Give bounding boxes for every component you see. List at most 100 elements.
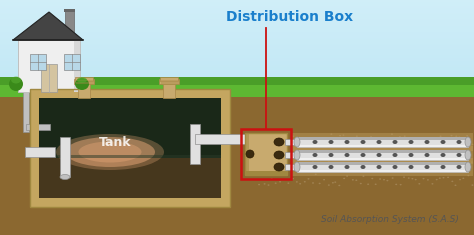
Ellipse shape [410, 176, 412, 178]
Bar [0, 22, 474, 23]
Bar [0, 190, 474, 191]
Ellipse shape [384, 139, 386, 140]
Ellipse shape [451, 162, 453, 164]
Bar [0, 127, 474, 128]
Bar [0, 136, 474, 137]
Ellipse shape [443, 164, 445, 165]
Bar [0, 130, 474, 131]
Ellipse shape [299, 142, 301, 144]
Bar [297, 137, 468, 147]
Ellipse shape [286, 161, 289, 163]
Text: Tank: Tank [99, 137, 131, 149]
Bar [0, 73, 474, 74]
Bar [0, 206, 474, 207]
Bar [0, 184, 474, 185]
Bar [0, 2, 474, 3]
Bar [65, 10, 74, 32]
Bar [0, 11, 474, 12]
Bar [0, 131, 474, 132]
Ellipse shape [462, 135, 465, 136]
Bar [76, 80, 94, 81]
Bar [0, 107, 474, 108]
Bar [163, 84, 175, 98]
Ellipse shape [268, 134, 270, 136]
Ellipse shape [347, 180, 349, 181]
Ellipse shape [274, 138, 284, 146]
Bar [0, 150, 474, 151]
Ellipse shape [388, 144, 390, 145]
Ellipse shape [400, 163, 402, 164]
Bar [0, 115, 474, 116]
Bar [0, 108, 474, 109]
Bar [0, 71, 474, 72]
Ellipse shape [361, 153, 365, 157]
Bar [161, 83, 179, 84]
Bar [0, 32, 474, 33]
Bar [0, 188, 474, 189]
Bar [0, 125, 474, 126]
Bar [0, 229, 474, 230]
Bar [0, 100, 474, 101]
Ellipse shape [351, 164, 353, 166]
Ellipse shape [292, 133, 294, 135]
Bar [0, 18, 474, 19]
Bar [0, 217, 474, 218]
Ellipse shape [274, 177, 277, 179]
Bar [0, 84, 474, 85]
Ellipse shape [465, 137, 471, 147]
Bar [0, 7, 474, 8]
Bar [0, 140, 474, 141]
Bar [39, 158, 221, 198]
Ellipse shape [383, 155, 385, 157]
Bar [0, 57, 474, 58]
Ellipse shape [274, 163, 284, 171]
Ellipse shape [456, 165, 462, 169]
Bar [0, 104, 474, 105]
Bar [0, 231, 474, 232]
Ellipse shape [399, 143, 401, 145]
Ellipse shape [340, 145, 342, 146]
Ellipse shape [279, 165, 281, 167]
Ellipse shape [403, 184, 406, 185]
Bar [159, 79, 179, 84]
Bar [0, 135, 474, 136]
Bar [0, 5, 474, 6]
Bar [297, 157, 468, 160]
Bar [0, 72, 474, 73]
Bar [0, 226, 474, 227]
Bar [0, 219, 474, 220]
Ellipse shape [468, 176, 470, 178]
Bar [0, 195, 474, 196]
Bar [0, 178, 474, 179]
Ellipse shape [407, 155, 409, 157]
Ellipse shape [323, 158, 325, 159]
Ellipse shape [427, 175, 429, 176]
Bar [0, 223, 474, 224]
Bar [0, 224, 474, 225]
Bar [0, 47, 474, 48]
Bar [0, 233, 474, 234]
Bar [0, 30, 474, 31]
Bar [0, 96, 474, 97]
Ellipse shape [440, 178, 442, 180]
Ellipse shape [345, 153, 349, 157]
Ellipse shape [11, 77, 21, 83]
Bar [0, 193, 474, 194]
Ellipse shape [436, 158, 438, 160]
Ellipse shape [370, 164, 372, 165]
Bar [0, 19, 474, 20]
Bar [75, 77, 93, 81]
Ellipse shape [299, 174, 301, 176]
Ellipse shape [315, 165, 317, 166]
Bar [297, 145, 468, 147]
Ellipse shape [338, 162, 340, 163]
Ellipse shape [418, 159, 420, 160]
Bar [0, 1, 474, 2]
Ellipse shape [434, 142, 437, 144]
Bar [221, 89, 230, 207]
Bar [161, 80, 179, 81]
Ellipse shape [262, 160, 264, 161]
Ellipse shape [408, 175, 410, 176]
Ellipse shape [347, 145, 349, 146]
Ellipse shape [327, 139, 328, 140]
